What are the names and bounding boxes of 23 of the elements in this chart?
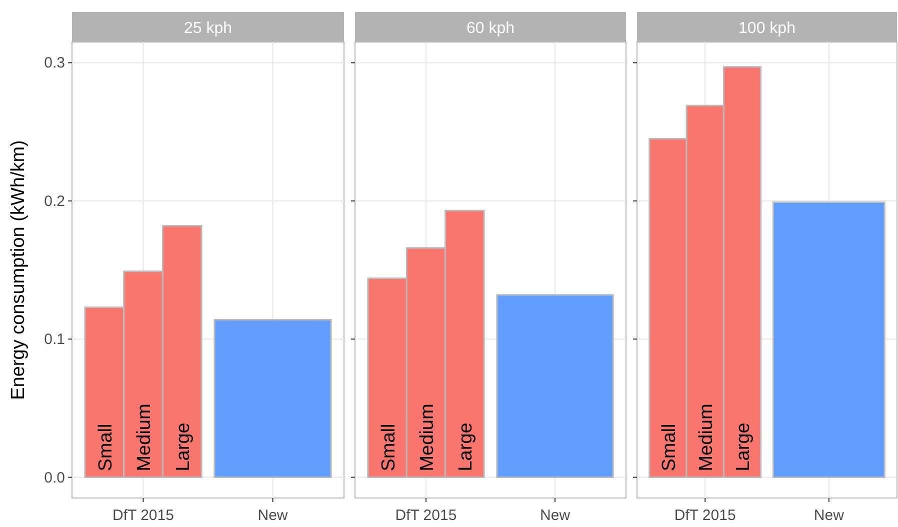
y-tick-label: 0.0 <box>44 469 65 486</box>
series-label: Medium <box>696 404 718 472</box>
x-tick-label: New <box>540 507 570 524</box>
x-tick-label: DfT 2015 <box>112 507 174 524</box>
series-label: Medium <box>134 404 156 472</box>
chart-title: 100 kph <box>738 20 796 37</box>
y-axis-title: Energy consumption (kWh/km) <box>8 140 29 400</box>
series-label: Small <box>378 424 400 472</box>
series-label: Large <box>456 422 477 472</box>
x-tick-label: New <box>814 507 844 524</box>
series-label: Large <box>733 422 754 472</box>
y-tick-label: 0.2 <box>44 192 65 210</box>
chart-title: 25 kph <box>184 20 232 37</box>
y-tick-label: 0.1 <box>44 331 65 348</box>
series-label: Medium <box>416 404 438 472</box>
series-label: Large <box>173 422 194 472</box>
series-label: Small <box>658 424 680 472</box>
y-tick-label: 0.3 <box>44 54 65 72</box>
series-label: Small <box>95 424 116 472</box>
x-tick-label: DfT 2015 <box>674 507 736 524</box>
chart-title: 60 kph <box>466 20 515 37</box>
x-tick-label: DfT 2015 <box>395 507 457 524</box>
x-tick-label: New <box>258 507 288 524</box>
